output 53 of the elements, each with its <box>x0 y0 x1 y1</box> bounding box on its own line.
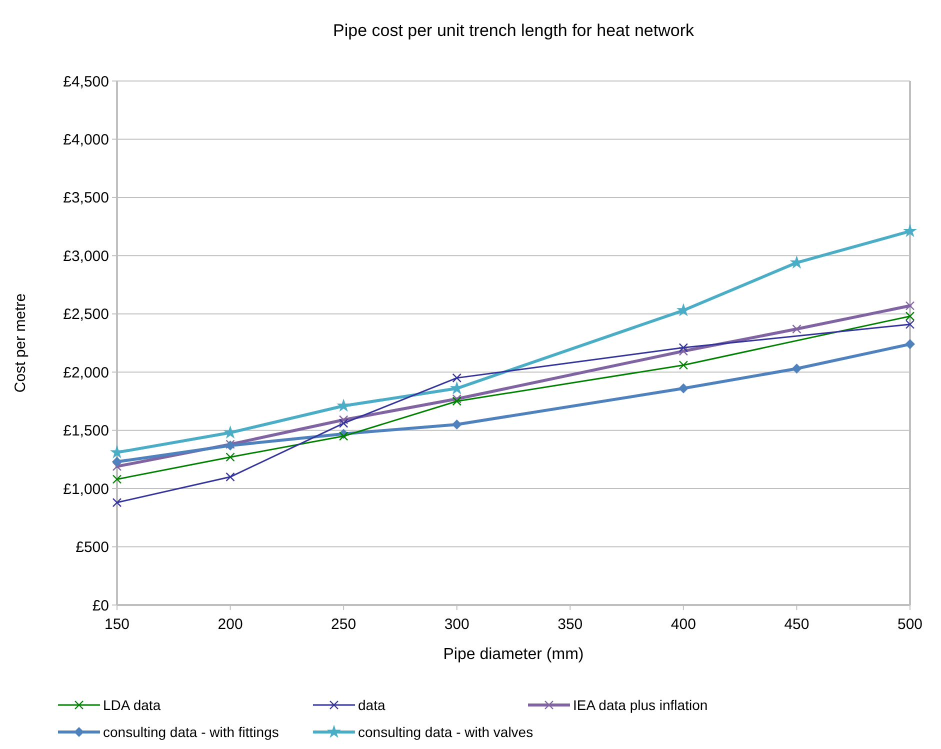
y-tick-label: £2,500 <box>63 306 109 324</box>
point <box>112 462 122 472</box>
y-tick-label: £3,000 <box>63 248 109 265</box>
legend-label: LDA data <box>103 696 161 713</box>
x-tick-label: 450 <box>784 616 810 633</box>
point <box>678 346 688 356</box>
point <box>678 360 688 370</box>
point <box>338 415 348 424</box>
y-tick-label: £3,500 <box>63 190 109 207</box>
x-tick-label: 500 <box>897 616 923 633</box>
x-tick-label: 350 <box>558 616 583 633</box>
legend-label: IEA data plus inflation <box>573 696 708 713</box>
x-tick-label: 300 <box>444 616 470 633</box>
point <box>112 498 122 508</box>
y-axis-title: Cost per metre <box>12 293 29 393</box>
point <box>336 398 351 412</box>
point <box>112 456 122 467</box>
y-tick-label: £2,000 <box>63 364 109 382</box>
legend-label: data <box>358 696 386 713</box>
x-tick-label: 150 <box>104 616 130 633</box>
y-tick-label: £500 <box>76 539 109 556</box>
point <box>905 339 915 350</box>
point <box>226 472 235 482</box>
y-tick-label: £1,500 <box>63 422 109 440</box>
point <box>338 432 348 441</box>
x-axis-title: Pipe diameter (mm) <box>443 646 584 663</box>
point <box>792 364 802 374</box>
y-tick-label: £4,500 <box>63 73 109 90</box>
point <box>338 418 348 428</box>
point <box>905 320 915 329</box>
x-tick-label: 250 <box>331 616 356 633</box>
point <box>110 445 124 458</box>
legend-label: consulting data - with valves <box>358 724 534 740</box>
point <box>905 301 915 310</box>
chart-title: Pipe cost per unit trench length for heat network <box>333 21 694 40</box>
point <box>452 394 462 404</box>
x-tick-label: 200 <box>218 616 243 633</box>
legend-label: consulting data - with fittings <box>103 724 279 740</box>
point <box>792 324 802 334</box>
point <box>903 224 917 238</box>
point <box>112 474 122 484</box>
y-tick-label: £1,000 <box>63 480 109 498</box>
point <box>452 396 462 406</box>
y-tick-label: £0 <box>92 597 109 614</box>
point <box>452 373 462 383</box>
point <box>678 383 688 394</box>
point <box>678 343 688 352</box>
x-tick-label: 400 <box>670 616 696 633</box>
point <box>676 303 690 316</box>
y-tick-label: £4,000 <box>63 131 109 148</box>
point <box>452 420 462 430</box>
point <box>226 452 235 462</box>
point <box>905 312 915 321</box>
